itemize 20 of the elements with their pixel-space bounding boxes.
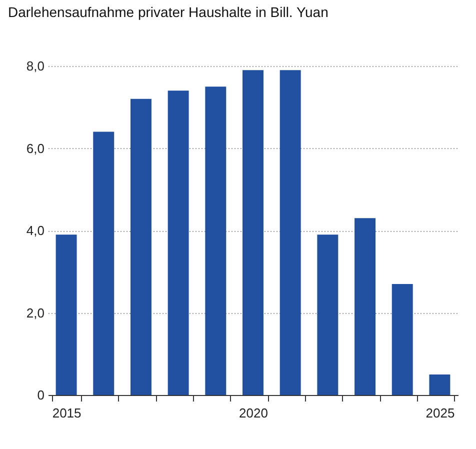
y-tick-label: 2,0 [26, 305, 44, 320]
bar [392, 284, 413, 395]
y-tick-label: 4,0 [26, 223, 44, 238]
y-tick-label: 0 [37, 388, 44, 402]
x-tick-label: 2015 [52, 406, 82, 420]
bar [93, 132, 114, 395]
bar [130, 98, 152, 395]
bar [280, 70, 301, 395]
bar [354, 218, 376, 395]
bar [168, 90, 189, 395]
bar [317, 234, 338, 395]
x-tick-label: 2020 [239, 406, 268, 420]
bar [56, 234, 77, 395]
bar [429, 374, 450, 395]
bar [242, 70, 264, 395]
bar [205, 86, 226, 395]
y-tick-label: 8,0 [26, 58, 44, 74]
chart-title: Darlehensaufnahme privater Haushalte in Bill. Yuan [8, 4, 328, 20]
x-tick-label: 2025 [426, 406, 455, 420]
y-tick-label: 6,0 [26, 140, 44, 156]
